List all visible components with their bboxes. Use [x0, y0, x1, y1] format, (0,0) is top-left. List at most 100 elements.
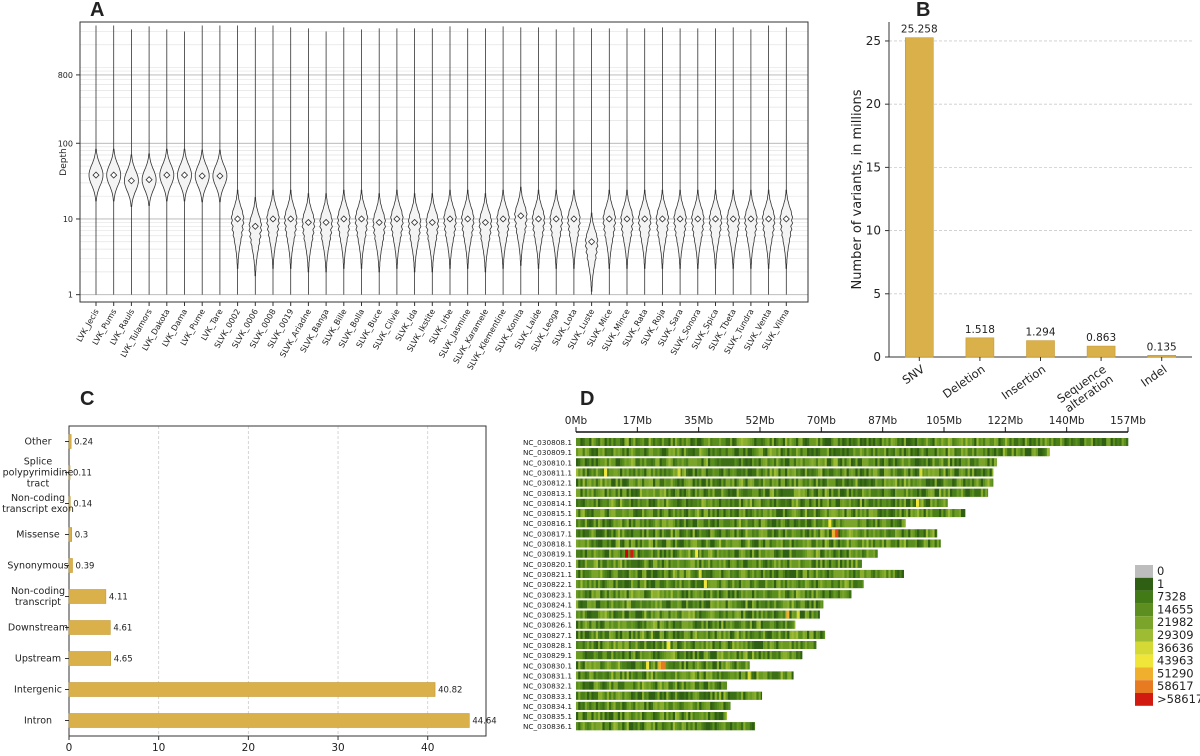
density-cell — [679, 458, 682, 467]
density-cell — [908, 438, 911, 446]
density-cell — [791, 569, 795, 578]
density-cell — [604, 590, 608, 599]
density-cell — [870, 458, 874, 467]
density-cell — [719, 509, 722, 518]
density-cell — [754, 641, 757, 649]
density-cell — [602, 478, 605, 487]
density-cell — [637, 620, 641, 629]
density-cell — [675, 600, 678, 609]
density-cell — [639, 691, 643, 700]
density-cell — [796, 590, 799, 599]
density-cell — [886, 519, 889, 528]
density-cell — [727, 519, 731, 528]
density-cell — [727, 458, 731, 467]
density-cell — [758, 580, 762, 589]
density-cell — [886, 509, 889, 518]
density-cell — [677, 590, 680, 599]
density-cell — [969, 478, 973, 487]
density-cell — [697, 498, 700, 507]
density-cell — [989, 468, 993, 477]
density-cell — [774, 630, 777, 639]
density-cell — [622, 478, 625, 487]
bar — [68, 620, 111, 635]
density-cell — [587, 712, 590, 721]
chromosome-label: NC_030826.1 — [523, 621, 572, 630]
density-cell — [749, 539, 753, 548]
density-cell — [774, 671, 777, 680]
density-cell — [763, 498, 766, 507]
density-cell — [780, 630, 784, 639]
density-cell — [888, 509, 891, 518]
density-cell — [703, 671, 707, 680]
density-cell — [611, 641, 614, 649]
density-cell — [837, 468, 841, 477]
density-cell — [855, 468, 858, 477]
density-cell — [598, 569, 601, 578]
density-cell — [576, 438, 579, 446]
density-cell — [690, 448, 693, 457]
density-cell — [622, 651, 625, 660]
density-cell — [624, 661, 627, 670]
density-cell — [818, 509, 821, 518]
density-cell — [681, 661, 685, 670]
density-cell — [925, 539, 929, 548]
density-cell — [771, 529, 775, 538]
density-cell — [576, 701, 579, 710]
density-cell — [747, 448, 751, 457]
density-cell — [840, 509, 843, 518]
density-cell — [719, 610, 722, 619]
density-cell — [771, 620, 775, 629]
density-cell — [1066, 438, 1070, 446]
density-cell — [857, 488, 861, 497]
density-cell — [655, 519, 658, 528]
density-cell — [622, 529, 625, 538]
density-cell — [864, 438, 867, 446]
density-cell — [615, 468, 619, 477]
density-cell — [644, 620, 647, 629]
density-cell — [743, 722, 746, 731]
density-cell — [752, 488, 755, 497]
density-cell — [615, 600, 619, 609]
density-cell — [807, 529, 810, 538]
density-cell — [802, 448, 806, 457]
density-cell — [980, 478, 984, 487]
density-cell — [765, 488, 768, 497]
density-cell — [994, 438, 997, 446]
density-cell — [677, 509, 680, 518]
density-cell — [712, 630, 715, 639]
density-cell — [675, 651, 678, 660]
density-cell — [851, 498, 854, 507]
density-cell — [666, 701, 669, 710]
density-cell — [727, 691, 731, 700]
density-cell — [708, 600, 711, 609]
density-cell — [664, 468, 667, 477]
density-cell — [941, 468, 944, 477]
density-cell — [780, 569, 784, 578]
density-cell — [637, 448, 641, 457]
density-cell — [639, 620, 643, 629]
density-cell — [765, 569, 768, 578]
density-cell — [589, 722, 592, 731]
density-cell — [664, 620, 667, 629]
density-cell — [866, 539, 869, 548]
density-cell — [782, 600, 786, 609]
density-cell — [914, 458, 918, 467]
density-cell — [617, 641, 621, 649]
density-cell — [635, 468, 638, 477]
density-cell — [813, 458, 817, 467]
density-cell — [598, 651, 601, 660]
violin-median-marker — [287, 215, 295, 223]
density-cell — [710, 701, 713, 710]
density-cell — [928, 458, 931, 467]
density-cell — [903, 478, 907, 487]
density-cell — [683, 509, 687, 518]
density-cell — [796, 519, 799, 528]
density-cell — [848, 488, 852, 497]
density-cell — [699, 630, 702, 639]
density-cell — [767, 651, 770, 660]
density-cell — [743, 590, 746, 599]
density-cell — [637, 478, 641, 487]
density-cell — [857, 458, 861, 467]
density-hotspot — [831, 529, 835, 538]
density-cell — [910, 448, 913, 457]
